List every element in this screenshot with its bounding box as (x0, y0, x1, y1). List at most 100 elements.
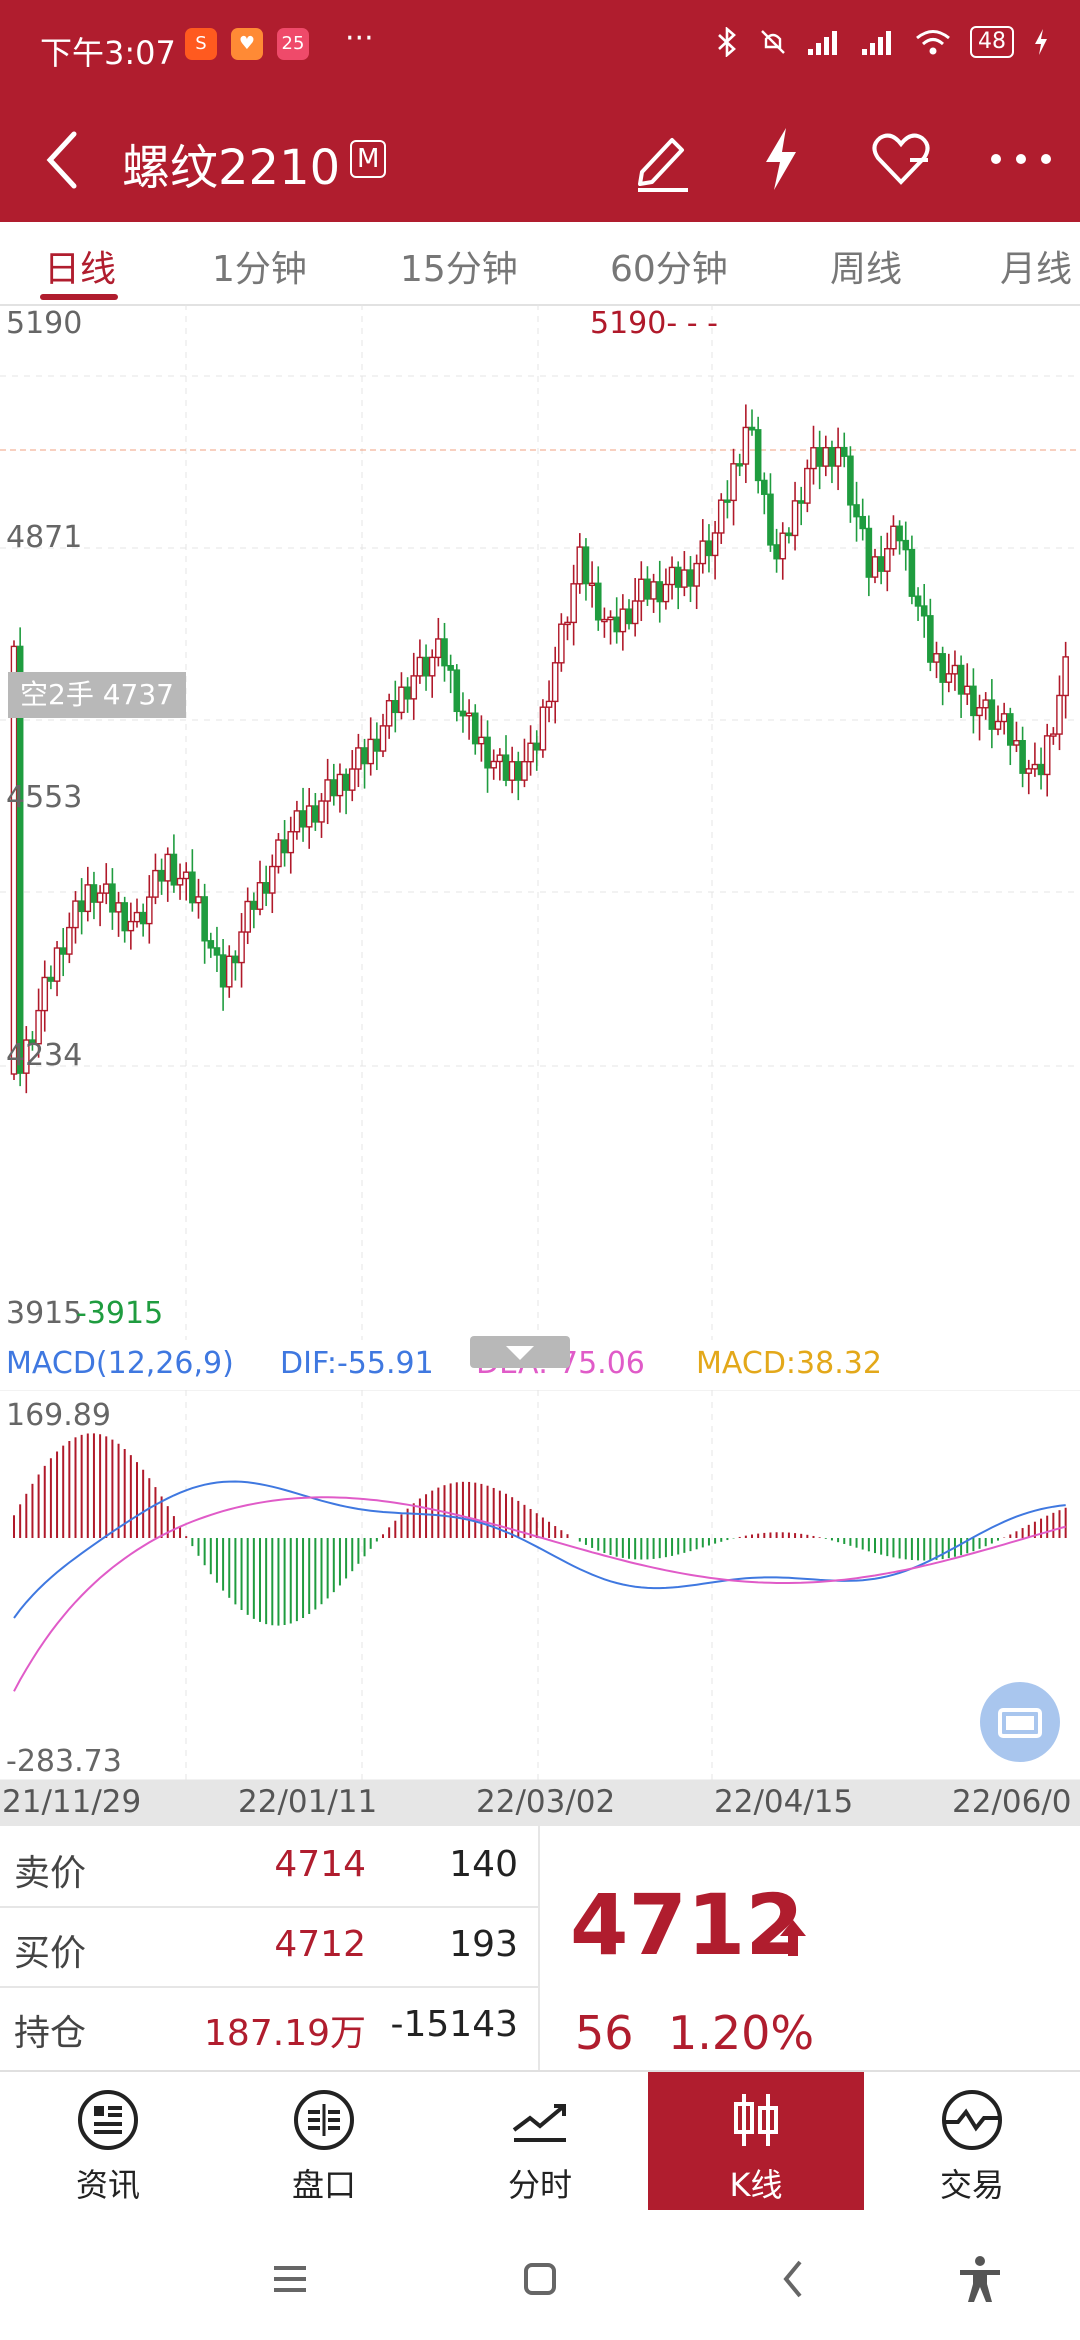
trade-icon (942, 2090, 1002, 2150)
candle-body (176, 877, 184, 886)
candle-body (693, 562, 700, 587)
sell-volume: 140 (449, 1844, 518, 1885)
tab-60min[interactable]: 60分钟 (610, 249, 728, 290)
nav-kline[interactable]: K线 (648, 2072, 864, 2212)
candle-body (139, 911, 147, 925)
tab-15min[interactable]: 15分钟 (400, 249, 518, 290)
candle-body (939, 653, 946, 683)
date-label-3: 22/03/02 (476, 1784, 616, 1820)
candle-body (398, 686, 405, 714)
candle-body (970, 685, 977, 717)
dea-line (13, 1496, 1066, 1692)
edit-pencil-icon[interactable] (628, 124, 698, 194)
open-interest-row: 持仓 187.19万 -15143 (0, 1986, 538, 2066)
candle-body (453, 669, 461, 713)
sell-label: 卖价 (14, 1853, 87, 1894)
more-options-icon[interactable] (986, 124, 1056, 194)
candle-body (182, 871, 190, 880)
candle-body (121, 902, 128, 932)
back-arrow-icon[interactable] (38, 128, 88, 192)
price-change-percent: 1.20% (668, 2006, 815, 2060)
low-price-marker: -3915 (76, 1296, 164, 1331)
position-tag: 空2手 4737 (8, 672, 186, 718)
candle-body (428, 656, 436, 677)
nav-timeshare[interactable]: 分时 (432, 2072, 648, 2212)
candle-body (318, 800, 325, 823)
date-label-2: 22/01/11 (238, 1784, 378, 1820)
kline-chart[interactable] (0, 304, 1080, 1340)
candle-body (656, 581, 664, 603)
candle-body (133, 911, 141, 923)
candle-body (201, 896, 208, 942)
candle-body (871, 556, 879, 578)
candle-body (791, 500, 799, 537)
tab-monthly[interactable]: 月线 (1000, 249, 1073, 290)
last-price: 4712 (570, 1876, 804, 1974)
sell-row: 卖价 4714 140 (0, 1826, 538, 1908)
open-interest-change: -15143 (390, 2004, 518, 2045)
candle-body (287, 831, 295, 854)
nav-news[interactable]: 资讯 (0, 2072, 216, 2212)
system-navigation-bar (0, 2210, 1080, 2340)
nav-orderbook[interactable]: 盘口 (216, 2072, 432, 2212)
tab-weekly[interactable]: 周线 (830, 249, 903, 290)
candle-body (478, 736, 485, 745)
candle-body (269, 865, 276, 894)
candle-body (213, 947, 221, 956)
candle-body (330, 779, 338, 797)
y-label-min: 3915 (6, 1296, 83, 1331)
candle-body (650, 581, 657, 600)
dif-value: DIF:-55.91 (280, 1346, 434, 1381)
favorite-heart-icon[interactable] (866, 124, 936, 194)
macd-chart[interactable] (0, 1390, 1080, 1780)
candle-body (902, 539, 910, 551)
flash-order-icon[interactable] (746, 124, 816, 194)
candle-body (29, 1039, 36, 1045)
candle-body (342, 773, 350, 791)
candle-body (822, 446, 830, 467)
candle-body (195, 896, 202, 904)
timeshare-icon (512, 2104, 566, 2142)
y-label-3: 4553 (6, 780, 83, 815)
tab-daily[interactable]: 日线 (44, 249, 117, 290)
candle-body (293, 810, 301, 833)
candle-body (754, 429, 762, 482)
candle-body (35, 1009, 42, 1045)
candle-body (681, 569, 688, 588)
kline-chart-area[interactable]: 5190 4871 4553 4234 3915 5190- - - -3915… (0, 304, 1080, 1340)
candle-body (404, 686, 411, 700)
date-axis: 21/11/29 22/01/11 22/03/02 22/04/15 22/0… (0, 1780, 1080, 1826)
collapse-indicator-button[interactable] (470, 1336, 570, 1368)
quote-divider (538, 1826, 540, 2070)
quote-panel: 卖价 4714 140 买价 4712 193 持仓 187.19万 -1514… (0, 1826, 1080, 2070)
candle-body (324, 779, 331, 802)
nav-trade[interactable]: 交易 (864, 2072, 1080, 2212)
home-icon[interactable] (510, 2254, 570, 2304)
candle-body (281, 839, 288, 854)
candle-body (687, 569, 694, 587)
candle-body (884, 548, 891, 572)
candle-body (1025, 768, 1033, 774)
candle-body (256, 882, 264, 910)
accessibility-icon[interactable] (950, 2254, 1010, 2304)
candle-body (594, 582, 602, 621)
candle-body (914, 595, 922, 607)
fullscreen-toggle-button[interactable] (980, 1682, 1060, 1762)
candle-body (951, 664, 959, 675)
candle-body (631, 600, 639, 625)
candle-body (570, 583, 577, 624)
tab-1min[interactable]: 1分钟 (212, 249, 307, 290)
candle-body (742, 426, 750, 465)
menu-icon[interactable] (260, 2254, 320, 2304)
wifi-icon (916, 30, 950, 55)
y-label-2: 4871 (6, 520, 83, 555)
buy-volume: 193 (449, 1924, 518, 1965)
candle-body (853, 504, 860, 518)
candle-body (496, 754, 504, 763)
candle-body (1056, 694, 1063, 735)
candle-body (810, 447, 817, 470)
system-back-icon[interactable] (764, 2254, 824, 2304)
nav-news-label: 资讯 (75, 2166, 140, 2204)
collapse-arrow-icon (506, 1346, 534, 1360)
candle-body (711, 532, 719, 557)
